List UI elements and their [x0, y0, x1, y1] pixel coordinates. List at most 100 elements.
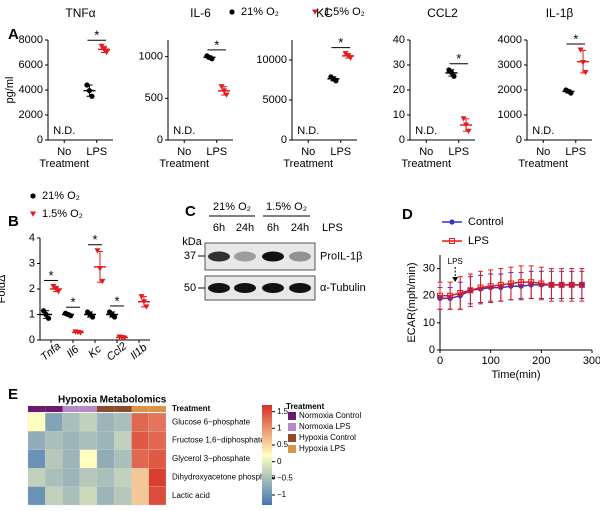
y-tick-label: 1000 [139, 51, 163, 63]
mw-marker: 50 [184, 282, 196, 294]
point [221, 88, 228, 94]
heatmap-cell [62, 431, 80, 450]
point [209, 56, 215, 62]
legend-label: Hypoxia LPS [299, 444, 345, 453]
x-tick-label-box: No Treatment [39, 146, 90, 170]
point [449, 238, 455, 244]
point [577, 47, 584, 53]
point [578, 281, 585, 288]
point [487, 283, 494, 290]
heatmap-cell [114, 431, 132, 450]
band [289, 283, 311, 293]
point [312, 9, 318, 15]
heatmap-cell [148, 468, 167, 487]
point [333, 78, 339, 84]
legend-label: Normoxia LPS [299, 422, 351, 431]
legend-swatch [288, 412, 296, 420]
heatmap-cell [27, 468, 46, 487]
point [580, 60, 587, 66]
subplot-title: TNFα [65, 6, 95, 20]
y-tick-label: 0 [516, 134, 522, 146]
x-tick-label-box: No Treatment [401, 146, 452, 170]
point [477, 284, 484, 291]
lane-label: 6h [213, 222, 225, 234]
panel-label: A [8, 26, 19, 43]
group-bar [114, 406, 132, 412]
heatmap-cell [79, 468, 98, 487]
x-tick-label: 200 [532, 355, 550, 367]
y-tick-label: 4000 [19, 84, 43, 96]
band-label: ProIL-1β [320, 250, 362, 262]
panel-label: D [402, 206, 413, 223]
point [528, 279, 535, 286]
panel-label: C [185, 203, 196, 220]
y-tick-label: 30 [393, 59, 405, 71]
y-tick-label: 0 [281, 134, 287, 146]
heatmap-cell [148, 449, 167, 469]
band-label: α-Tubulin [320, 282, 366, 294]
band [234, 283, 256, 293]
colorbar-label: 0.5 [277, 440, 289, 449]
point [449, 219, 455, 225]
x-tick-label: 0 [437, 355, 443, 367]
x-tick-label-box: LPS [448, 146, 469, 158]
row-label: Glycerol 3−phosphate [172, 454, 251, 463]
lane-label: 24h [291, 222, 309, 234]
point [121, 335, 128, 341]
heatmap-cell [148, 486, 167, 506]
band [262, 283, 284, 293]
x-tick-label: Tnfa [39, 340, 64, 363]
point [518, 279, 525, 286]
x-tick-label-box: No Treatment [518, 146, 568, 170]
subplot-title: KC [316, 6, 333, 20]
y-tick-label: 3 [29, 257, 35, 269]
treatment-label: LPS [322, 222, 343, 234]
heatmap-cell [131, 431, 149, 450]
heatmap-cell [131, 468, 149, 487]
heatmap-cell [96, 431, 115, 450]
heatmap-cell [79, 449, 98, 469]
row-label: Dihydroxyacetone phosphate [172, 473, 276, 482]
point [447, 292, 454, 299]
y-tick-label: 10 [393, 109, 405, 121]
significance: * [94, 28, 99, 43]
legend-swatch [288, 445, 296, 453]
heatmap-cell [62, 468, 80, 487]
heatmap-cell [114, 412, 132, 432]
y-tick-label: 10 [423, 317, 435, 329]
point [84, 82, 90, 88]
x-tick-label-box: No Treatment [283, 146, 333, 170]
band [208, 251, 230, 262]
subplot-title: IL-6 [190, 6, 211, 20]
point [86, 88, 93, 94]
x-tick-label-box: LPS [565, 146, 586, 158]
point [229, 9, 235, 15]
significance: * [92, 232, 97, 247]
series-line [440, 281, 582, 297]
heatmap-cell [45, 412, 63, 432]
heatmap-cell [96, 486, 115, 506]
point [507, 280, 514, 287]
heatmap-cell [62, 486, 80, 506]
group-bar [148, 406, 166, 412]
legend-label: LPS [468, 235, 489, 247]
x-tick-label: LPS [86, 146, 108, 158]
x-tick-label: No Treatment [39, 146, 90, 170]
y-tick-label: 30 [423, 262, 435, 274]
point [99, 278, 106, 285]
nd-label: N.D. [173, 125, 195, 137]
point [437, 292, 443, 299]
mw-marker: 37 [184, 250, 196, 262]
point [67, 313, 74, 319]
x-tick-label-box: LPS [86, 146, 108, 158]
y-tick-label: 1 [29, 308, 35, 320]
significance: * [114, 293, 119, 308]
subplot-title: CCL2 [427, 6, 458, 20]
x-tick-label: No Treatment [401, 146, 452, 170]
legend-swatch [288, 423, 296, 431]
y-tick-label: 3000 [498, 59, 522, 71]
row-label: Glucose 6−phosphate [172, 417, 251, 426]
x-tick-label: Kc [86, 343, 104, 361]
